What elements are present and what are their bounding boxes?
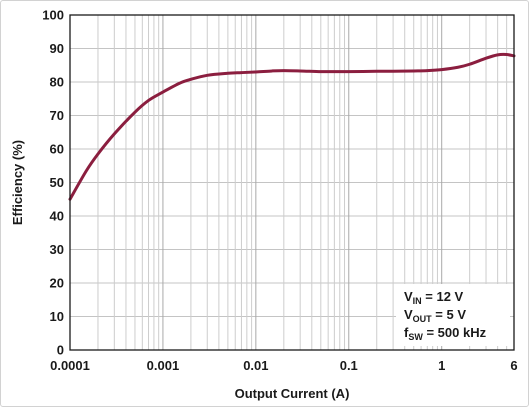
y-axis-title: Efficiency (%) xyxy=(10,140,25,225)
x-tick-label: 0.0001 xyxy=(50,358,90,373)
annotation-line: VOUT = 5 V xyxy=(404,307,466,324)
efficiency-series-line xyxy=(68,52,516,201)
series-group xyxy=(68,52,516,201)
y-tick-label: 0 xyxy=(57,343,64,358)
y-tick-label: 10 xyxy=(50,309,64,324)
annotation-line: fSW = 500 kHz xyxy=(404,325,487,342)
x-tick-label: 1 xyxy=(438,358,445,373)
x-tick-label: 0.001 xyxy=(147,358,180,373)
x-tick-label: 0.01 xyxy=(243,358,268,373)
x-axis-title: Output Current (A) xyxy=(235,386,350,401)
y-tick-label: 90 xyxy=(50,41,64,56)
y-tick-label: 70 xyxy=(50,108,64,123)
y-tick-label: 40 xyxy=(50,209,64,224)
x-tick-labels: 0.0001 0.001 0.01 0.1 1 6 xyxy=(50,358,518,373)
plot-border xyxy=(69,14,515,351)
y-tick-label: 30 xyxy=(50,242,64,257)
y-tick-labels: 0 10 20 30 40 50 60 70 80 90 100 xyxy=(42,8,64,358)
y-tick-label: 100 xyxy=(42,8,64,23)
y-tick-label: 60 xyxy=(50,142,64,157)
annotation-box xyxy=(396,284,510,346)
y-tick-label: 80 xyxy=(50,75,64,90)
x-tick-label: 6 xyxy=(510,358,517,373)
annotation-line: VIN = 12 V xyxy=(404,289,464,306)
y-tick-label: 20 xyxy=(50,276,64,291)
x-tick-label: 0.1 xyxy=(340,358,358,373)
y-tick-label: 50 xyxy=(50,175,64,190)
